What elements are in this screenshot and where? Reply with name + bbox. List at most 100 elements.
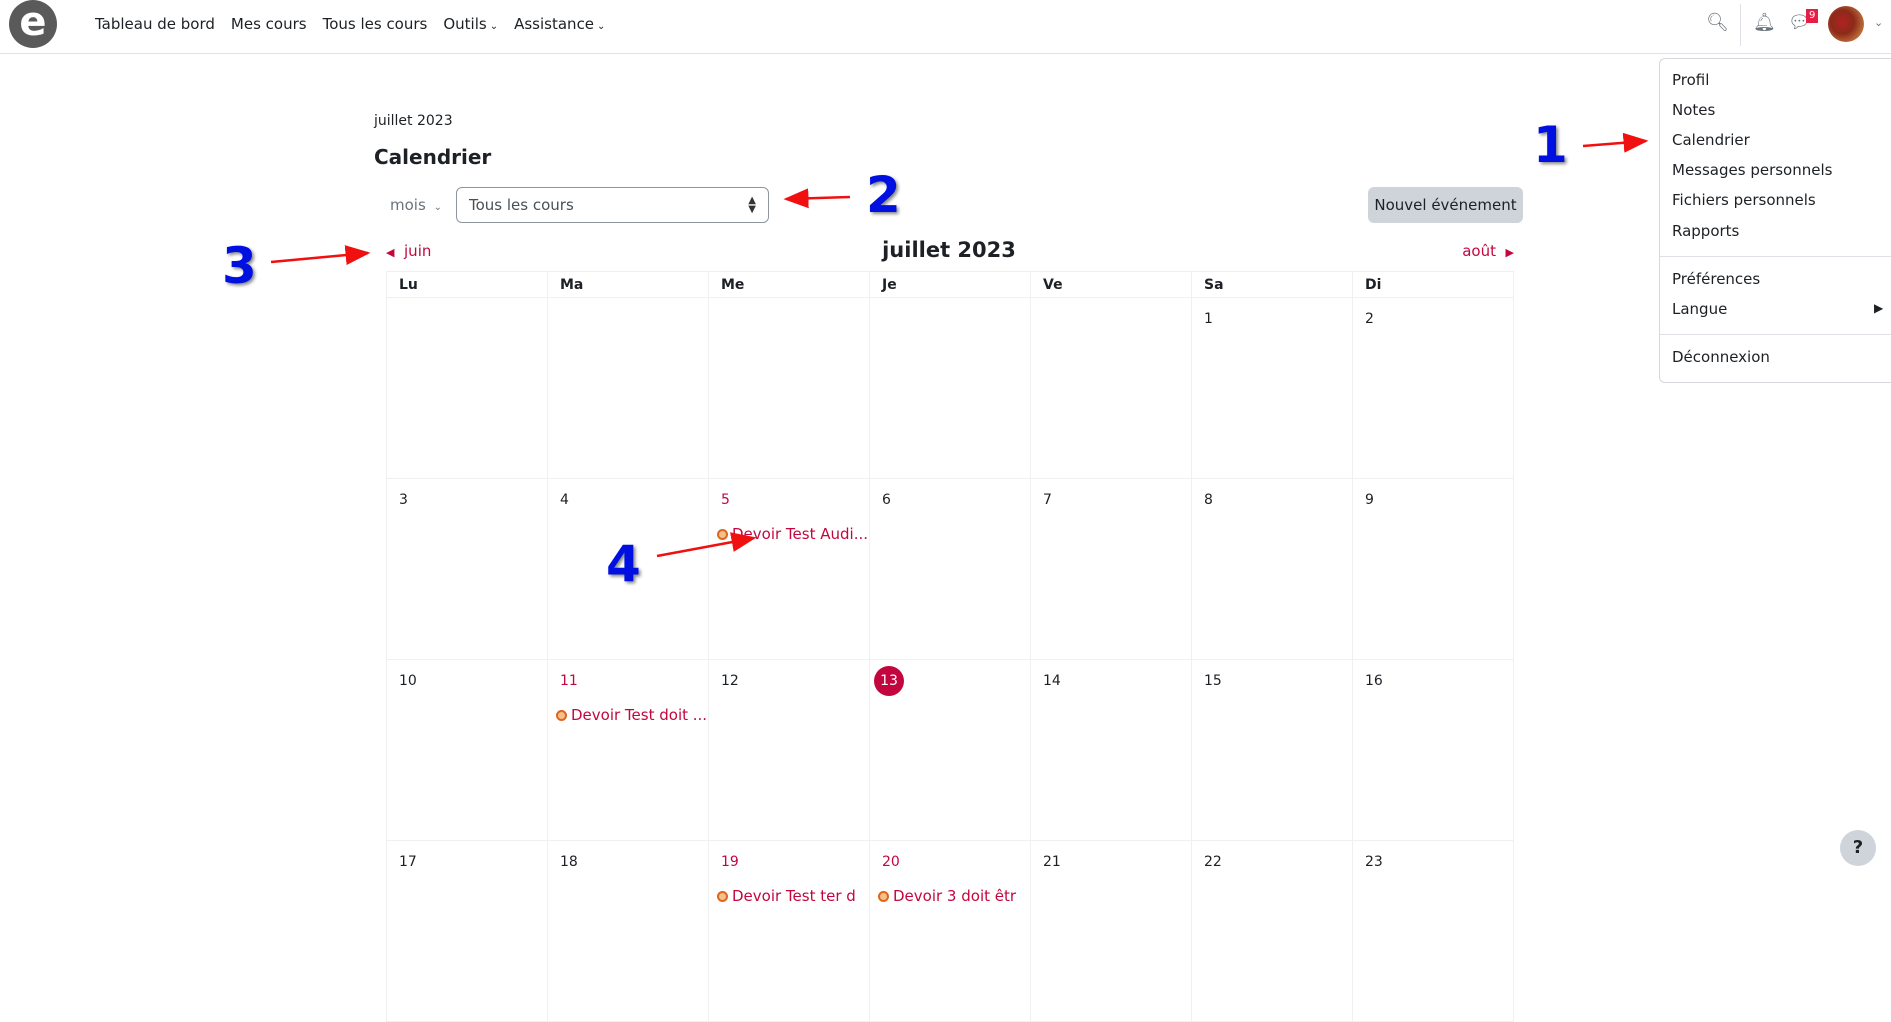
calendar-day-cell[interactable]: 15 bbox=[1191, 659, 1353, 841]
messages-icon[interactable]: 💬︎ bbox=[1788, 12, 1811, 33]
search-icon[interactable]: 🔍︎ bbox=[1706, 12, 1729, 33]
calendar-day-cell[interactable] bbox=[869, 297, 1031, 479]
calendar-day-cell[interactable]: 9 bbox=[1352, 478, 1514, 660]
day-number[interactable]: 5 bbox=[721, 492, 730, 508]
calendar-grid: Lu Ma Me Je Ve Sa Di 1 2 3 4 5 Devoir Test Audi... 6 7… bbox=[386, 271, 1514, 1022]
day-number[interactable]: 12 bbox=[721, 673, 739, 689]
nav-item-tableau-de-bord[interactable]: Tableau de bord bbox=[95, 15, 215, 33]
calendar-day-cell[interactable]: 14 bbox=[1030, 659, 1192, 841]
day-number[interactable]: 8 bbox=[1204, 492, 1213, 508]
nav-item-tous-les-cours[interactable]: Tous les cours bbox=[323, 15, 428, 33]
calendar-event-link[interactable]: Devoir Test doit ... bbox=[556, 706, 706, 724]
course-select[interactable]: Tous les cours ▲ ▼ bbox=[456, 187, 769, 223]
calendar-day-cell[interactable]: 7 bbox=[1030, 478, 1192, 660]
assignment-event-icon bbox=[878, 890, 889, 902]
breadcrumb[interactable]: juillet 2023 bbox=[374, 113, 453, 129]
calendar-day-cell[interactable]: 21 bbox=[1030, 840, 1192, 1022]
menu-item-profil[interactable]: Profil bbox=[1672, 71, 1710, 89]
arrow-right-icon: ▶ bbox=[1505, 246, 1514, 259]
site-logo[interactable]: e bbox=[9, 0, 57, 48]
day-number[interactable]: 14 bbox=[1043, 673, 1061, 689]
calendar-day-cell[interactable]: 22 bbox=[1191, 840, 1353, 1022]
calendar-day-cell[interactable]: 17 bbox=[386, 840, 548, 1022]
day-number[interactable]: 3 bbox=[399, 492, 408, 508]
menu-divider bbox=[1660, 256, 1891, 257]
day-number[interactable]: 15 bbox=[1204, 673, 1222, 689]
weekday-header: Lu bbox=[386, 271, 548, 298]
chevron-down-icon[interactable]: ⌄ bbox=[1874, 16, 1884, 29]
calendar-day-cell[interactable]: 3 bbox=[386, 478, 548, 660]
course-select-value: Tous les cours bbox=[469, 196, 574, 214]
prev-month-label: juin bbox=[404, 242, 432, 260]
menu-item-notes[interactable]: Notes bbox=[1672, 101, 1716, 119]
help-button[interactable]: ? bbox=[1840, 830, 1876, 866]
day-number[interactable]: 4 bbox=[560, 492, 569, 508]
day-number[interactable]: 17 bbox=[399, 854, 417, 870]
view-selector[interactable]: mois ⌄ bbox=[390, 196, 442, 214]
menu-item-langue[interactable]: Langue bbox=[1672, 300, 1728, 318]
day-number[interactable]: 7 bbox=[1043, 492, 1052, 508]
nav-item-mes-cours[interactable]: Mes cours bbox=[231, 15, 307, 33]
calendar-day-cell[interactable]: 1 bbox=[1191, 297, 1353, 479]
day-number[interactable]: 2 bbox=[1365, 311, 1374, 327]
calendar-day-cell[interactable]: 13 bbox=[869, 659, 1031, 841]
day-number[interactable]: 10 bbox=[399, 673, 417, 689]
day-number[interactable]: 6 bbox=[882, 492, 891, 508]
calendar-event-link[interactable]: Devoir 3 doit êtr bbox=[878, 887, 1028, 905]
calendar-day-cell[interactable]: 11 Devoir Test doit ... bbox=[547, 659, 709, 841]
calendar-day-cell[interactable] bbox=[708, 297, 870, 479]
calendar-week-row: 3 4 5 Devoir Test Audi... 6 7 8 9 bbox=[386, 478, 1514, 660]
prev-month-link[interactable]: ◀ juin bbox=[386, 242, 431, 260]
user-avatar[interactable] bbox=[1828, 6, 1864, 42]
chevron-down-icon: ⌄ bbox=[489, 21, 499, 32]
event-title: Devoir Test Audi... bbox=[732, 525, 867, 543]
calendar-day-cell[interactable]: 2 bbox=[1352, 297, 1514, 479]
weekday-header: Me bbox=[708, 271, 870, 298]
nav-item-assistance[interactable]: Assistance ⌄ bbox=[514, 15, 605, 33]
calendar-day-cell[interactable]: 5 Devoir Test Audi... bbox=[708, 478, 870, 660]
annotation-number-3: 3 bbox=[222, 237, 257, 295]
calendar-day-cell[interactable]: 10 bbox=[386, 659, 548, 841]
assignment-event-icon bbox=[717, 528, 728, 540]
menu-item-deconnexion[interactable]: Déconnexion bbox=[1672, 348, 1770, 366]
calendar-day-cell[interactable]: 18 bbox=[547, 840, 709, 1022]
weekday-header: Je bbox=[869, 271, 1031, 298]
day-number[interactable]: 16 bbox=[1365, 673, 1383, 689]
calendar-day-cell[interactable]: 6 bbox=[869, 478, 1031, 660]
day-number[interactable]: 21 bbox=[1043, 854, 1061, 870]
calendar-event-link[interactable]: Devoir Test Audi... bbox=[717, 525, 867, 543]
day-number[interactable]: 9 bbox=[1365, 492, 1374, 508]
menu-item-rapports[interactable]: Rapports bbox=[1672, 222, 1740, 240]
day-number[interactable]: 11 bbox=[560, 673, 578, 689]
day-number[interactable]: 22 bbox=[1204, 854, 1222, 870]
calendar-day-cell[interactable] bbox=[386, 297, 548, 479]
calendar-event-link[interactable]: Devoir Test ter d bbox=[717, 887, 867, 905]
day-number[interactable]: 18 bbox=[560, 854, 578, 870]
calendar-day-cell[interactable]: 12 bbox=[708, 659, 870, 841]
day-number[interactable]: 20 bbox=[882, 854, 900, 870]
nav-item-outils[interactable]: Outils ⌄ bbox=[443, 15, 498, 33]
day-number[interactable]: 23 bbox=[1365, 854, 1383, 870]
notification-bell-icon[interactable]: 🔔︎ bbox=[1753, 12, 1776, 33]
new-event-button[interactable]: Nouvel événement bbox=[1368, 187, 1523, 223]
next-month-link[interactable]: août ▶ bbox=[1462, 242, 1514, 260]
calendar-day-cell[interactable]: 23 bbox=[1352, 840, 1514, 1022]
calendar-day-cell[interactable]: 4 bbox=[547, 478, 709, 660]
calendar-day-cell[interactable] bbox=[1030, 297, 1192, 479]
select-arrows-icon: ▲ ▼ bbox=[748, 195, 756, 215]
day-number[interactable]: 19 bbox=[721, 854, 739, 870]
day-number[interactable]: 1 bbox=[1204, 311, 1213, 327]
calendar-day-cell[interactable]: 20 Devoir 3 doit êtr bbox=[869, 840, 1031, 1022]
menu-item-preferences[interactable]: Préférences bbox=[1672, 270, 1761, 288]
menu-item-messages[interactable]: Messages personnels bbox=[1672, 161, 1833, 179]
menu-item-fichiers[interactable]: Fichiers personnels bbox=[1672, 191, 1816, 209]
calendar-day-cell[interactable]: 19 Devoir Test ter d bbox=[708, 840, 870, 1022]
calendar-day-cell[interactable] bbox=[547, 297, 709, 479]
annotation-number-1: 1 bbox=[1533, 116, 1568, 174]
day-number[interactable]: 13 bbox=[874, 666, 904, 696]
calendar-day-cell[interactable]: 8 bbox=[1191, 478, 1353, 660]
event-title: Devoir 3 doit êtr bbox=[893, 887, 1017, 905]
menu-item-calendrier[interactable]: Calendrier bbox=[1672, 131, 1750, 149]
calendar-day-cell[interactable]: 16 bbox=[1352, 659, 1514, 841]
